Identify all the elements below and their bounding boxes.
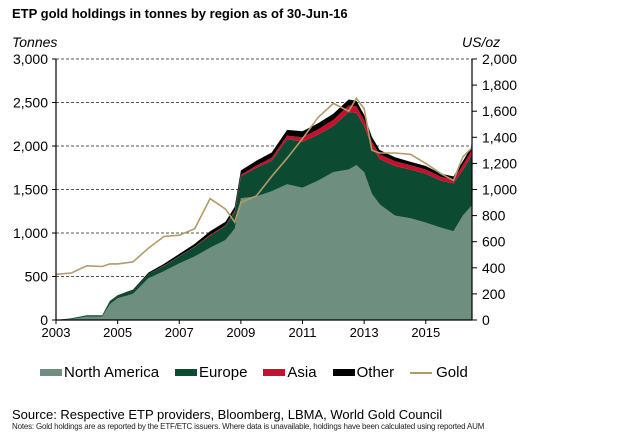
y-tick-label-right: 600: [482, 234, 506, 250]
x-tick-label: 2005: [103, 325, 132, 340]
legend-label: Other: [356, 364, 395, 381]
y-tick-label-left: 1,000: [13, 225, 48, 241]
y-tick-label-right: 200: [482, 286, 506, 302]
line-gold: [55, 96, 473, 276]
y-tick-label-right: 800: [482, 208, 506, 224]
legend-line: [410, 371, 433, 374]
legend-label: Gold: [436, 364, 468, 381]
source-text: Source: Respective ETP providers, Bloomb…: [12, 407, 443, 422]
legend-label: Europe: [199, 364, 248, 381]
legend-label: Asia: [287, 364, 317, 381]
legend-item-north-america: North America: [40, 364, 159, 381]
legend-item-other: Other: [332, 364, 395, 381]
y-tick-label-left: 2,500: [13, 95, 48, 111]
notes-text: Notes: Gold holdings are as reported by …: [12, 422, 485, 431]
area-europe: [56, 112, 472, 320]
y-tick-label-right: 2,000: [482, 51, 517, 67]
x-tick-label: 2003: [42, 325, 71, 340]
y-tick-label-right: 0: [482, 312, 490, 328]
legend-label: North America: [64, 364, 160, 381]
y-tick-label-right: 1,000: [482, 182, 517, 198]
legend: North America Europe Asia Other Gold: [40, 364, 484, 381]
x-tick-label: 2011: [289, 325, 317, 340]
chart-title: ETP gold holdings in tonnes by region as…: [12, 6, 348, 21]
x-tick-label: 2009: [226, 325, 255, 340]
x-tick-label: 2015: [411, 325, 440, 340]
legend-swatch: [175, 369, 198, 376]
area-north-america: [56, 165, 472, 320]
y-tick-label-left: 1,500: [13, 182, 48, 198]
y-tick-label-left: 500: [25, 269, 49, 285]
y-tick-label-right: 400: [482, 260, 506, 276]
x-tick-label: 2007: [165, 325, 194, 340]
chart-area: 0 500 1,000 1,500 2,000 2,500 3,000 0 200 400 600 8…: [13, 51, 517, 340]
legend-swatch: [263, 369, 286, 376]
legend-item-asia: Asia: [263, 364, 317, 381]
y-tick-label-left: 3,000: [13, 51, 48, 67]
y-tick-label-left: 2,000: [13, 138, 48, 154]
x-tick-label: 2013: [350, 325, 379, 340]
legend-item-gold: Gold: [410, 364, 468, 381]
legend-swatch: [40, 369, 62, 376]
y-tick-label-right: 1,800: [482, 77, 517, 93]
y-axis-label-left: Tonnes: [12, 34, 58, 50]
y-tick-label-left: 0: [40, 312, 48, 328]
y-tick-label-right: 1,400: [482, 129, 517, 145]
legend-swatch: [332, 369, 355, 376]
legend-item-europe: Europe: [175, 364, 247, 381]
y-tick-label-right: 1,200: [482, 155, 517, 171]
y-axis-label-right: US/oz: [462, 34, 501, 50]
y-tick-label-right: 1,600: [482, 103, 517, 119]
